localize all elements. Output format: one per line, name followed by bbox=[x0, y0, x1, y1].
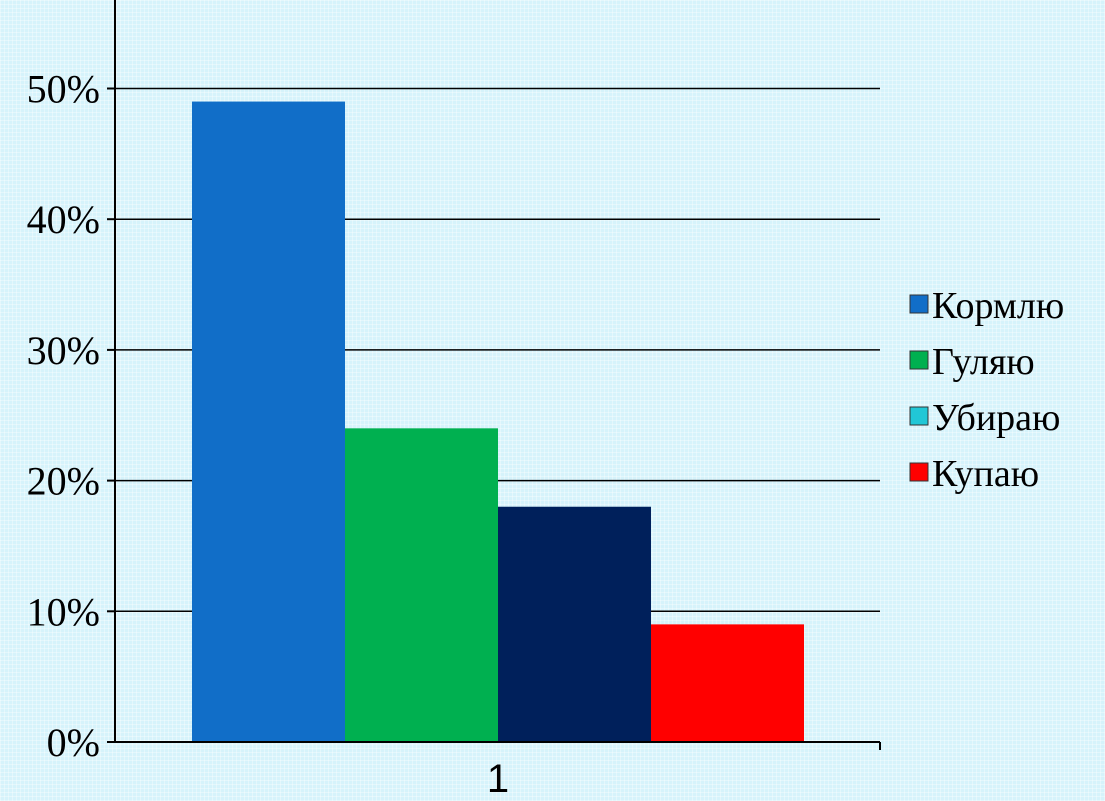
y-tick-label: 20% bbox=[27, 459, 100, 504]
x-tick-labels: 1 bbox=[487, 742, 881, 801]
axes bbox=[114, 0, 880, 743]
legend: Кормлю Гуляю Убираю Купаю bbox=[909, 285, 1064, 495]
y-tick-label: 10% bbox=[27, 589, 100, 634]
legend-label: Купаю bbox=[932, 453, 1039, 495]
bar-4 bbox=[651, 624, 804, 742]
x-tick-label: 1 bbox=[487, 757, 509, 801]
bar-2 bbox=[345, 428, 498, 742]
legend-swatch bbox=[909, 294, 929, 314]
legend-label: Кормлю bbox=[932, 285, 1064, 327]
legend-swatch bbox=[909, 462, 929, 482]
y-tick-label: 0% bbox=[47, 720, 100, 765]
bar-3 bbox=[498, 506, 651, 742]
bars bbox=[192, 101, 804, 742]
y-tick-label: 40% bbox=[27, 197, 100, 242]
legend-swatch bbox=[909, 406, 929, 426]
legend-label: Убираю bbox=[932, 397, 1060, 439]
legend-swatch bbox=[909, 350, 929, 370]
y-tick-label: 50% bbox=[27, 67, 100, 112]
legend-label: Гуляю bbox=[932, 341, 1035, 383]
bar-1 bbox=[192, 101, 345, 742]
y-tick-label: 30% bbox=[27, 328, 100, 373]
y-tick-labels: 0% 10% 20% 30% 40% 50% bbox=[27, 67, 100, 766]
